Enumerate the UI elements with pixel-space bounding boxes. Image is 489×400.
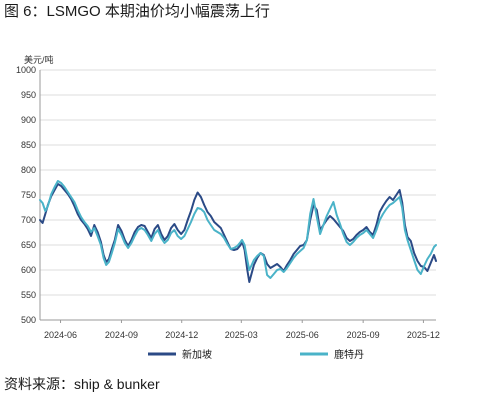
x-tick-label: 2024-06	[44, 330, 77, 340]
x-tick-label: 2025-12	[407, 330, 440, 340]
y-tick-label: 900	[21, 115, 36, 125]
x-tick-label: 2025-06	[286, 330, 319, 340]
axes	[39, 70, 436, 323]
x-axis-ticks: 2024-06 2024-09 2024-12 2025-03 2025-06 2025-…	[44, 330, 440, 340]
y-tick-label: 850	[21, 140, 36, 150]
x-tick-label: 2025-09	[347, 330, 380, 340]
y-tick-label: 500	[21, 315, 36, 325]
series-line-rotterdam	[39, 180, 437, 279]
line-chart: 美元/吨 5005506006507007508008509009501000 …	[16, 54, 440, 361]
y-tick-label: 650	[21, 240, 36, 250]
y-axis-ticks: 500 550 600 650 700 750 800 850 900 950 1000	[16, 65, 36, 325]
x-tick-label: 2024-12	[165, 330, 198, 340]
legend-label-singapore: 新加坡	[182, 348, 212, 361]
series-line-singapore	[39, 183, 437, 283]
y-tick-label: 700	[21, 215, 36, 225]
y-tick-label: 550	[21, 290, 36, 300]
legend-label-rotterdam: 鹿特丹	[334, 348, 364, 361]
x-tick-label: 2024-09	[105, 330, 138, 340]
y-tick-label: 1000	[16, 65, 36, 75]
y-tick-label: 600	[21, 265, 36, 275]
series-lines	[39, 180, 437, 283]
y-tick-label: 800	[21, 165, 36, 175]
x-tick-label: 2025-03	[225, 330, 258, 340]
y-tick-label: 950	[21, 90, 36, 100]
grid-lines	[40, 69, 436, 296]
figure-title: 图 6：LSMGO 本期油价均小幅震荡上行	[4, 3, 270, 20]
y-tick-label: 750	[21, 190, 36, 200]
source-note: 资料来源：ship & bunker	[4, 376, 160, 392]
legend: 新加坡 鹿特丹	[148, 348, 364, 361]
y-axis-unit-label: 美元/吨	[24, 54, 54, 65]
